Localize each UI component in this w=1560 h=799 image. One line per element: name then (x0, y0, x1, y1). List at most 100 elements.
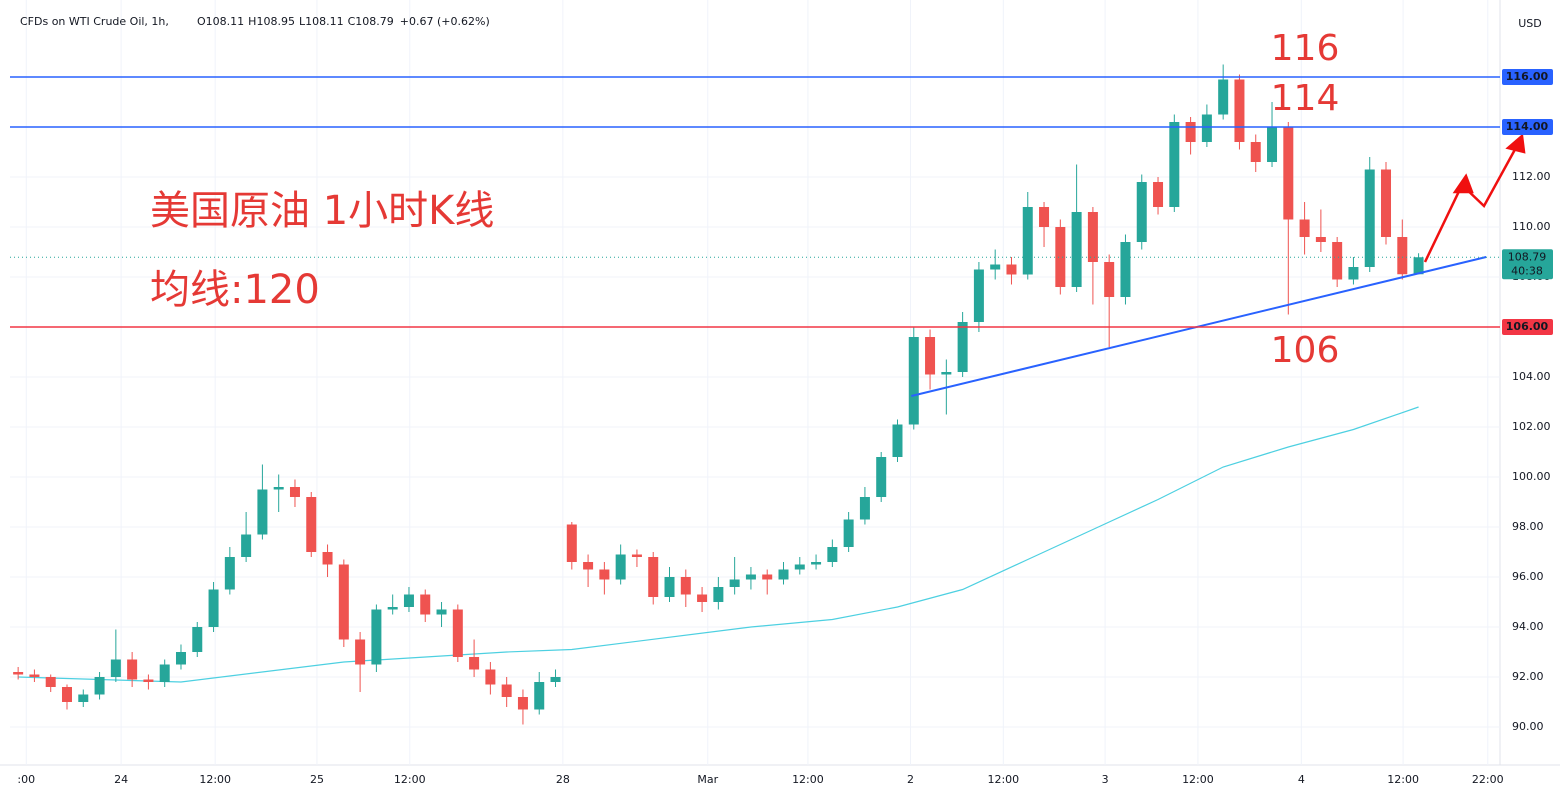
candle-body (648, 557, 659, 597)
last-price-label: 108.79 (1508, 250, 1547, 263)
candle-body (957, 322, 968, 372)
ohlc-value: 108.95 (256, 15, 295, 28)
candle-body (745, 574, 756, 580)
x-tick-label: 25 (310, 773, 324, 786)
x-tick-label: Mar (697, 773, 718, 786)
candle-body (1267, 127, 1278, 162)
ohlc-value: H (248, 15, 256, 28)
candle-body (1104, 262, 1115, 297)
overlay (10, 76, 1500, 397)
annotation: 114 (1271, 78, 1340, 119)
candle-body (517, 697, 528, 710)
last-price-box (1502, 249, 1553, 280)
candle-body (13, 672, 24, 675)
candle-body (241, 534, 252, 557)
candle-body (1364, 169, 1375, 267)
y-tick-label: 94.00 (1512, 620, 1544, 633)
y-tick-label: 104.00 (1512, 370, 1551, 383)
candle-body (338, 564, 349, 640)
candle-body (192, 627, 203, 652)
ohlc-value: 108.11 (305, 15, 344, 28)
y-tick-label: 98.00 (1512, 520, 1544, 533)
candle-body (925, 337, 936, 375)
candle-body (29, 674, 40, 677)
candle-body (811, 562, 822, 565)
candle-body (45, 677, 56, 687)
annotation: 116 (1271, 28, 1340, 69)
candle-body (61, 687, 72, 702)
x-tick-label: 3 (1102, 773, 1109, 786)
annotation: 106 (1271, 330, 1340, 371)
candle-body (762, 574, 773, 580)
candle-body (1283, 127, 1294, 220)
candle-body (1397, 237, 1408, 275)
ohlc-value: C (348, 15, 356, 28)
symbol-title: CFDs on WTI Crude Oil, 1h, (20, 15, 169, 28)
candle-body (78, 694, 89, 702)
candle-body (94, 677, 105, 695)
y-tick-label: 102.00 (1512, 420, 1551, 433)
level-label-box (1502, 119, 1553, 135)
candle-body (1185, 122, 1196, 142)
x-tick-label: :00 (17, 773, 35, 786)
x-tick-label: 12:00 (1182, 773, 1214, 786)
candle-body (371, 609, 382, 665)
candle-body (469, 657, 480, 670)
level-label: 116.00 (1506, 70, 1549, 83)
candle-body (355, 639, 366, 665)
candle-body (452, 609, 463, 657)
candle-body (1087, 212, 1098, 262)
candle-body (1201, 114, 1212, 142)
candle-body (485, 669, 496, 685)
candle-body (1006, 264, 1017, 275)
arrow-head (1505, 133, 1526, 154)
candle-body (599, 569, 610, 580)
candle-body (843, 519, 854, 547)
candle-body (1136, 182, 1147, 242)
candle-body (110, 659, 121, 677)
candle-body (1055, 227, 1066, 287)
level-label-box (1502, 319, 1553, 335)
candle-body (778, 569, 789, 580)
candle-body (1039, 207, 1050, 227)
candle-body (1381, 169, 1392, 237)
candle-body (403, 594, 414, 607)
candle-body (1022, 207, 1033, 275)
candle-body (534, 682, 545, 710)
candle-body (501, 684, 512, 697)
candle-body (941, 372, 952, 375)
ohlc-value: 108.11 (206, 15, 245, 28)
x-tick-label: 12:00 (199, 773, 231, 786)
currency: USD (1518, 17, 1542, 30)
candle-body (1234, 79, 1245, 142)
candle-body (1071, 212, 1082, 287)
candle-body (859, 497, 870, 520)
annotation: 均线:120 (150, 267, 320, 313)
candle-body (127, 659, 138, 680)
x-tick-label: 12:00 (792, 773, 824, 786)
candle-body (306, 497, 317, 552)
candle-body (143, 679, 154, 682)
level-label: 114.00 (1506, 120, 1549, 133)
x-tick-label: 12:00 (1387, 773, 1419, 786)
candle-body (175, 652, 186, 665)
plot (13, 64, 1424, 725)
candle-body (583, 562, 594, 570)
x-tick-label: 22:00 (1472, 773, 1504, 786)
candle-body (680, 577, 691, 595)
y-tick-label: 100.00 (1512, 470, 1551, 483)
candle-body (794, 564, 805, 570)
candle-body (566, 524, 577, 562)
countdown: 40:38 (1511, 264, 1543, 277)
ohlc-value: 108.79 (355, 15, 394, 28)
candle-body (1153, 182, 1164, 207)
x-tick-label: 4 (1298, 773, 1305, 786)
candle-body (876, 457, 887, 497)
candle-body (436, 609, 447, 615)
candle-body (1315, 237, 1326, 242)
candle-body (990, 264, 1001, 270)
candle-body (208, 589, 219, 627)
arrows (1423, 133, 1526, 263)
candle-body (257, 489, 268, 535)
